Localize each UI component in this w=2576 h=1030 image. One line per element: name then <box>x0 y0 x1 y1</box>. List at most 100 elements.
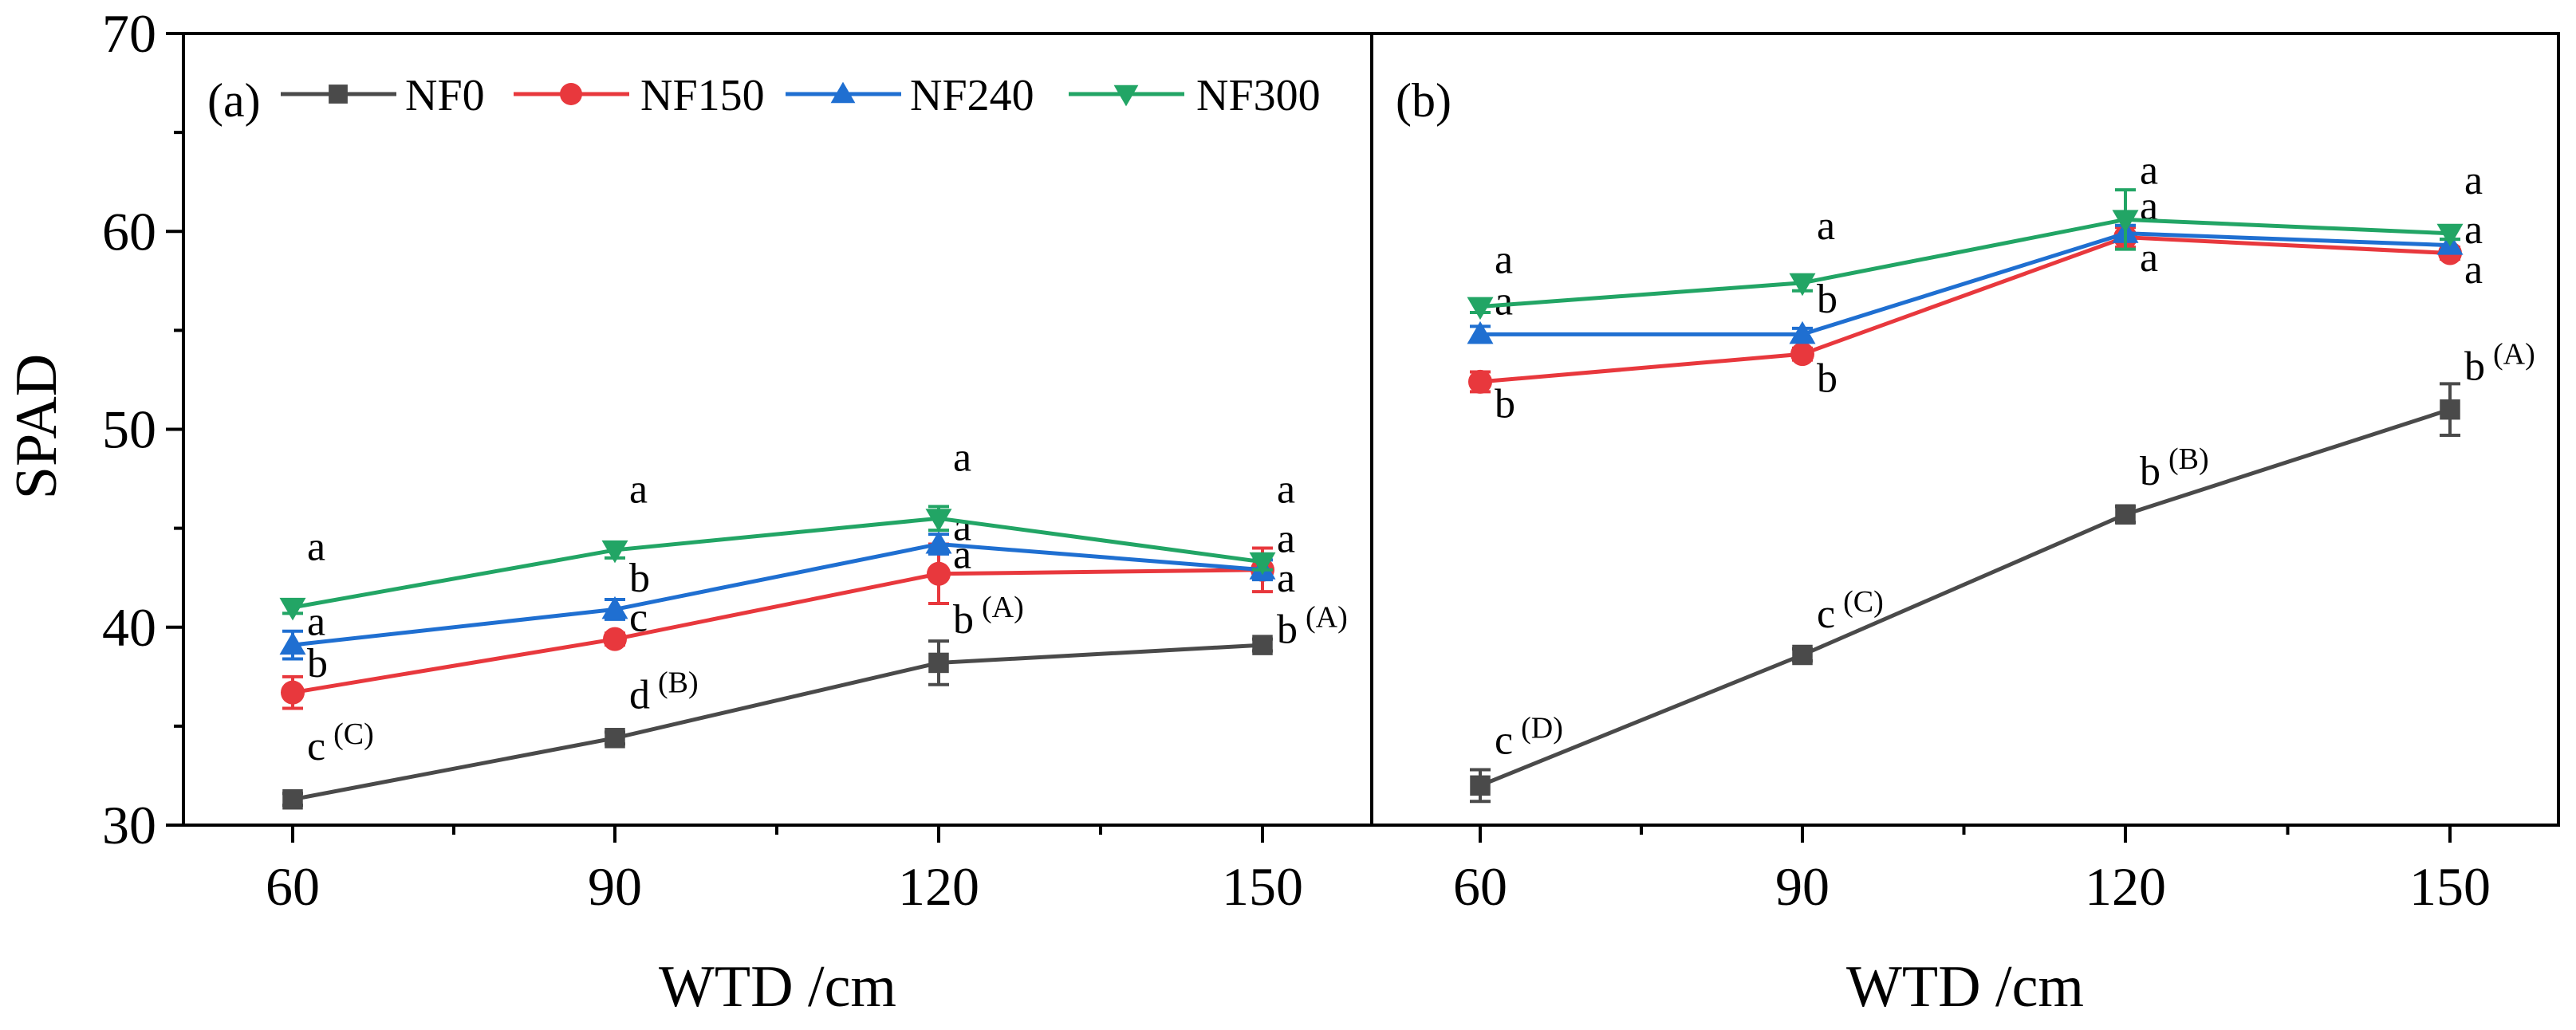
x-tick-label: 90 <box>588 856 642 917</box>
data-point-triangle-down <box>925 509 952 532</box>
y-axis-title: SPAD <box>4 354 69 499</box>
legend-label: NF300 <box>1196 71 1321 120</box>
data-point-triangle-up <box>925 530 952 554</box>
significance-letter: a <box>953 532 971 577</box>
significance-group-letter: (A) <box>2493 337 2535 371</box>
significance-group-letter: (D) <box>1521 712 1563 745</box>
data-point-square <box>1252 635 1273 655</box>
y-tick-label: 70 <box>102 3 156 64</box>
significance-group-letter: (A) <box>1306 601 1348 635</box>
series-line <box>1479 407 2451 788</box>
chart-frame <box>182 32 2560 827</box>
significance-letter: a <box>2140 235 2158 281</box>
significance-letter: a <box>1277 516 1295 561</box>
significance-group-letter: (C) <box>333 717 374 751</box>
data-point-square <box>928 652 949 674</box>
significance-letter: b <box>1817 356 1837 401</box>
data-point-triangle-up <box>1789 320 1816 344</box>
x-tick-label: 150 <box>1222 856 1303 917</box>
series-line <box>292 568 1263 695</box>
y-tick-label: 50 <box>102 399 156 460</box>
legend-label: NF0 <box>405 71 485 120</box>
data-point-square <box>2115 504 2136 525</box>
significance-letter: b <box>307 641 328 686</box>
data-point-square <box>1792 644 1813 666</box>
significance-letter: a <box>629 466 648 512</box>
significance-letter: c (C) <box>1817 585 1884 637</box>
series-nf150: bba a <box>1468 225 2483 427</box>
significance-letter: a <box>953 435 971 481</box>
x-tick-label: 60 <box>266 856 320 917</box>
significance-letter: a <box>1277 466 1295 512</box>
legend-item-nf240: NF240 <box>786 71 1034 120</box>
significance-letter: b <box>1495 382 1515 427</box>
significance-group-letter: (A) <box>982 591 1024 624</box>
significance-letter: b <box>629 556 650 601</box>
significance-letter: a <box>2464 207 2483 253</box>
data-point-triangle-down <box>1249 552 1276 576</box>
data-point-circle <box>281 680 305 705</box>
significance-letter: b (B) <box>2140 442 2209 494</box>
significance-letter: a <box>2140 183 2158 229</box>
series-line <box>292 516 1263 610</box>
legend-item-nf0: NF0 <box>281 71 485 120</box>
significance-letter: d (B) <box>629 666 699 718</box>
data-point-circle <box>1790 342 1814 367</box>
panel-label: (b) <box>1396 74 1451 127</box>
x-axis-title: WTD /cm <box>1846 954 2084 1020</box>
series-line <box>292 541 1263 647</box>
axis-ticks: 30 40 50 60 70 <box>102 3 183 855</box>
data-point-circle <box>603 627 627 651</box>
y-tick-label: 40 <box>102 597 156 658</box>
significance-letter: a <box>1495 237 1513 282</box>
data-point-circle <box>1468 369 1492 394</box>
legend: NF0 NF150 NF240 NF300 <box>281 71 1321 120</box>
significance-letter: a <box>1277 556 1295 601</box>
data-point-triangle-up <box>1467 320 1494 344</box>
series-line <box>1479 217 2451 309</box>
significance-group-letter: (C) <box>1843 585 1884 619</box>
data-point-triangle-down <box>279 597 306 621</box>
significance-letter: c (C) <box>307 717 374 769</box>
data-point-triangle-down <box>1789 273 1816 297</box>
data-point-triangle-up <box>601 596 628 619</box>
significance-letter: a <box>307 600 325 645</box>
x-axis-title: WTD /cm <box>659 954 896 1020</box>
series-line <box>1479 235 2451 384</box>
x-tick-label: 120 <box>898 856 979 917</box>
data-point-triangle-down <box>601 540 628 564</box>
data-point-square <box>1470 775 1491 796</box>
series-nf0: c (C)d (B)b (A) b (A) <box>282 591 1348 810</box>
data-point-circle <box>560 83 582 105</box>
legend-label: NF150 <box>640 71 765 120</box>
series-nf0: c (D)c (C)b (B)b (A) <box>1470 337 2535 804</box>
data-point-triangle-up <box>830 81 856 104</box>
legend-label: NF240 <box>910 71 1034 120</box>
significance-letter: a <box>2464 158 2483 203</box>
data-point-circle <box>927 561 951 586</box>
series-line <box>1480 231 2451 336</box>
significance-letter: a <box>1495 279 1513 324</box>
data-point-square <box>605 728 625 749</box>
significance-letter: b (A) <box>1277 601 1348 653</box>
y-tick-label: 60 <box>102 201 156 261</box>
significance-letter: b <box>1817 277 1837 322</box>
significance-letter: b (A) <box>953 591 1024 643</box>
significance-group-letter: (B) <box>2168 442 2209 476</box>
significance-group-letter: (B) <box>658 666 699 700</box>
data-point-square <box>2440 399 2460 420</box>
data-point-triangle-up <box>279 631 306 655</box>
x-tick-label: 60 <box>1453 856 1507 917</box>
y-tick-label: 30 <box>102 795 156 855</box>
x-tick-label: 150 <box>2409 856 2491 917</box>
significance-letter: a <box>307 524 325 569</box>
significance-letter: b (A) <box>2464 337 2535 389</box>
series-line <box>292 643 1263 802</box>
data-point-triangle-down <box>1113 85 1139 107</box>
